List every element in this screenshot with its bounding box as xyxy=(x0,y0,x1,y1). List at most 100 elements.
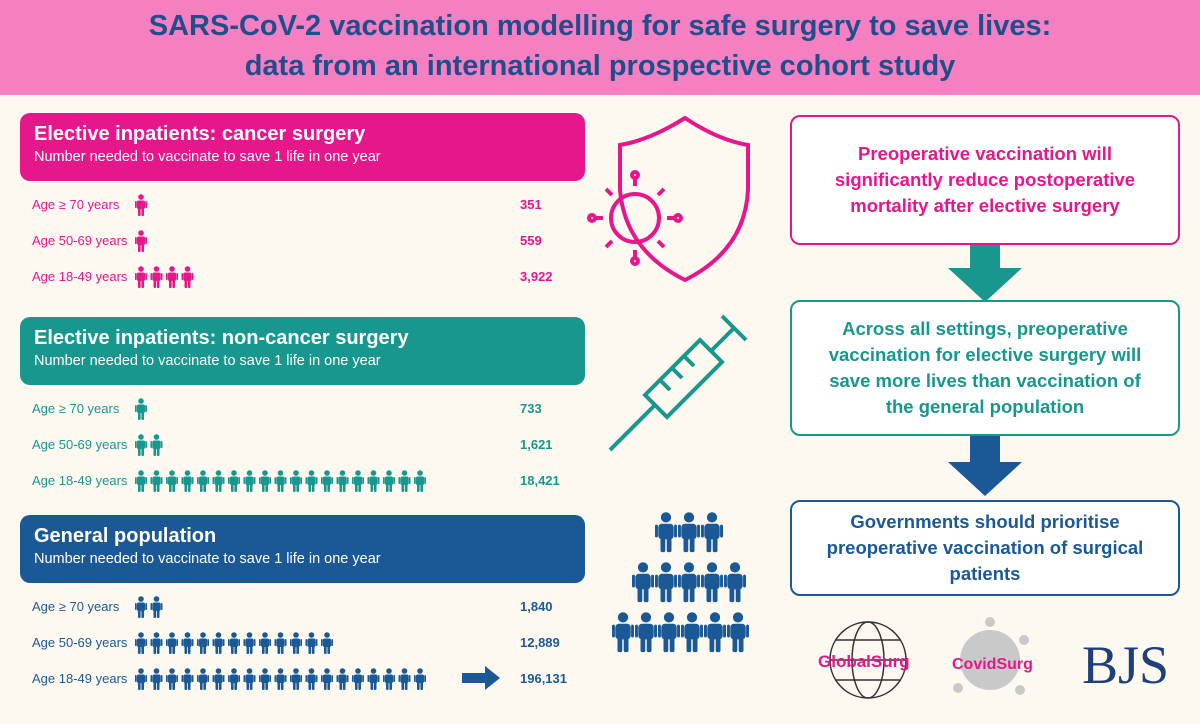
person-icon xyxy=(290,470,302,492)
person-icon xyxy=(135,434,147,456)
person-icon xyxy=(150,596,163,618)
person-icon xyxy=(336,668,349,690)
person-icons xyxy=(135,470,426,492)
person-icon xyxy=(274,632,287,654)
person-icon xyxy=(150,266,163,288)
section-subtitle: Number needed to vaccinate to save 1 lif… xyxy=(34,353,381,369)
person-icon xyxy=(321,470,333,492)
row-value: 18,421 xyxy=(520,473,560,488)
person-icon xyxy=(352,470,364,492)
row-label: Age 18-49 years xyxy=(32,473,128,488)
person-icon xyxy=(150,434,163,456)
person-icon xyxy=(135,266,147,288)
person-icon xyxy=(383,470,395,492)
section-subtitle: Number needed to vaccinate to save 1 lif… xyxy=(34,149,381,165)
person-icon xyxy=(274,668,287,690)
row-value: 12,889 xyxy=(520,635,560,650)
person-icon xyxy=(228,632,240,654)
person-icon xyxy=(197,470,209,492)
row-label: Age 18-49 years xyxy=(32,671,128,686)
logo: GlobalSurg xyxy=(818,652,910,671)
person-icon xyxy=(181,668,194,690)
person-icon xyxy=(135,194,147,216)
row-value: 3,922 xyxy=(520,269,553,284)
person-icon xyxy=(321,632,333,654)
row-value: 351 xyxy=(520,197,542,212)
person-icon xyxy=(259,470,271,492)
title: SARS-CoV-2 vaccination modelling for saf… xyxy=(148,10,1052,42)
message-box: Governments should prioritise preoperati… xyxy=(790,500,1180,596)
person-icon xyxy=(243,668,256,690)
message-box: Preoperative vaccination will significan… xyxy=(790,115,1180,245)
row-value: 1,621 xyxy=(520,437,553,452)
person-icon xyxy=(181,632,194,654)
person-icon xyxy=(336,470,349,492)
person-icon xyxy=(274,470,287,492)
syringe-icon xyxy=(608,314,748,452)
person-icon xyxy=(166,266,178,288)
more-arrow xyxy=(462,666,500,690)
section-subtitle: Number needed to vaccinate to save 1 lif… xyxy=(34,551,381,567)
row-value: 559 xyxy=(520,233,542,248)
person-icon xyxy=(135,398,147,420)
flow-arrow xyxy=(948,436,1022,496)
row-label: Age ≥ 70 years xyxy=(32,401,120,416)
person-icon xyxy=(243,632,256,654)
person-icon xyxy=(228,668,240,690)
person-icon xyxy=(181,266,194,288)
row-value: 1,840 xyxy=(520,599,553,614)
person-icons xyxy=(135,266,194,288)
row-value: 733 xyxy=(520,401,542,416)
person-icon xyxy=(305,632,318,654)
row-label: Age 18-49 years xyxy=(32,269,128,284)
row-label: Age 50-69 years xyxy=(32,233,128,248)
person-icon xyxy=(135,230,147,252)
person-icon xyxy=(197,632,209,654)
person-icon xyxy=(135,470,147,492)
person-icons xyxy=(135,398,147,420)
person-icon xyxy=(197,668,209,690)
section-header: Elective inpatients: cancer surgery Numbe… xyxy=(20,113,585,181)
shield-icon xyxy=(587,115,750,283)
person-icon xyxy=(367,668,380,690)
row-value: 196,131 xyxy=(520,671,567,686)
section-title: Elective inpatients: non-cancer surgery xyxy=(34,327,409,349)
virus-logo xyxy=(953,617,1029,695)
person-icon xyxy=(135,596,147,618)
person-icon xyxy=(135,632,147,654)
person-icon xyxy=(166,632,178,654)
section-header: Elective inpatients: non-cancer surgery N… xyxy=(20,317,585,385)
message-box: Across all settings, preoperative vaccin… xyxy=(790,300,1180,436)
person-icon xyxy=(166,470,178,492)
person-icon xyxy=(259,632,271,654)
person-icon xyxy=(305,668,318,690)
person-icon xyxy=(166,668,178,690)
person-icon xyxy=(212,668,225,690)
logo: CovidSurg xyxy=(952,656,1033,673)
person-icon xyxy=(414,668,426,690)
person-icon xyxy=(321,668,333,690)
person-icons xyxy=(135,230,147,252)
flow-arrow xyxy=(948,245,1022,302)
section-header: General population Number needed to vacci… xyxy=(20,515,585,583)
person-icons xyxy=(135,194,147,216)
title: data from an international prospective c… xyxy=(244,50,956,82)
person-icon xyxy=(290,668,302,690)
person-icons xyxy=(135,632,333,654)
row-label: Age 50-69 years xyxy=(32,635,128,650)
section-title: Elective inpatients: cancer surgery xyxy=(34,123,366,145)
person-icon xyxy=(383,668,395,690)
person-icon xyxy=(150,632,163,654)
row-label: Age ≥ 70 years xyxy=(32,599,120,614)
person-icon xyxy=(367,470,380,492)
person-icon xyxy=(150,470,163,492)
person-icon xyxy=(228,470,240,492)
section-title: General population xyxy=(34,525,217,547)
person-icon xyxy=(398,470,411,492)
person-icon xyxy=(212,632,225,654)
person-icon xyxy=(414,470,426,492)
person-icon xyxy=(181,470,194,492)
person-icon xyxy=(305,470,318,492)
logo: BJS xyxy=(1082,635,1170,695)
person-icon xyxy=(398,668,411,690)
